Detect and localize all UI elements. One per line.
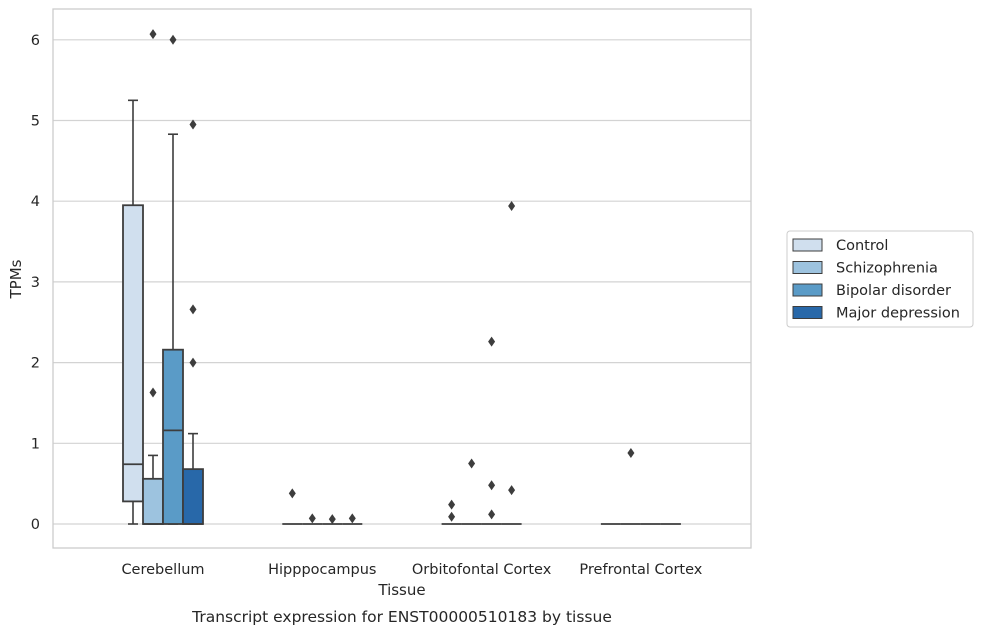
box-control [441, 499, 462, 525]
box-schizophrenia [142, 29, 164, 525]
chart-caption: Transcript expression for ENST0000051018… [191, 608, 612, 626]
box-major-depression [342, 513, 363, 525]
box-major-depression [182, 119, 204, 525]
outlier-point [448, 511, 456, 522]
legend-swatch [792, 261, 823, 274]
outlier-point [488, 480, 496, 491]
y-tick-labels: 0 1 2 3 4 5 6 [31, 33, 40, 533]
outlier-point [288, 488, 296, 499]
y-tick-label: 4 [31, 194, 40, 210]
outlier-point [488, 509, 496, 520]
x-tick-label: Hipppocampus [268, 562, 376, 578]
box-body [162, 348, 184, 525]
y-tick-label: 2 [31, 356, 40, 372]
boxes [122, 29, 681, 525]
outlier-point [189, 119, 197, 130]
x-tick-label: Orbitofontal Cortex [412, 562, 552, 578]
legend-label: Control [836, 238, 888, 254]
legend-label: Bipolar disorder [836, 283, 951, 299]
box-bipolar-disorder [162, 34, 184, 525]
plot-frame [52, 8, 752, 549]
outlier-point [189, 304, 197, 315]
outlier-point [348, 513, 356, 524]
outlier-point [448, 499, 456, 510]
outlier-point [308, 513, 316, 524]
outlier-point [468, 458, 476, 469]
box-major-depression [501, 201, 522, 525]
box-schizophrenia [620, 447, 641, 525]
legend-label: Major depression [836, 306, 960, 322]
legend-swatch [792, 283, 823, 297]
box-bipolar-disorder [481, 336, 502, 525]
legend-swatch [792, 238, 823, 252]
outlier-point [149, 387, 157, 398]
legend-frame [786, 230, 974, 328]
outlier-point [488, 336, 496, 347]
outlier-point [149, 29, 157, 40]
x-tick-label: Prefrontal Cortex [579, 562, 702, 578]
legend: Control Schizophrenia Bipolar disorder Majo… [786, 230, 974, 328]
outlier-point [508, 201, 516, 212]
y-tick-label: 6 [31, 33, 40, 49]
outlier-point [169, 34, 177, 45]
box-schizophrenia [461, 458, 482, 525]
outlier-point [328, 514, 336, 525]
legend-label: Schizophrenia [836, 261, 938, 277]
box-control [282, 488, 303, 525]
box-body [142, 477, 164, 525]
box-control [122, 99, 144, 525]
box-body [182, 468, 204, 525]
box-bipolar-disorder [322, 514, 343, 525]
box-body [122, 204, 144, 503]
x-axis-label: Tissue [377, 581, 425, 599]
y-tick-label: 1 [31, 436, 40, 452]
legend-swatch [792, 306, 823, 319]
outlier-point [189, 357, 197, 368]
grid [53, 39, 751, 525]
x-tick-label: Cerebellum [121, 562, 204, 578]
outlier-point [508, 485, 516, 496]
y-tick-label: 0 [31, 517, 40, 533]
y-tick-label: 3 [31, 275, 40, 291]
x-tick-labels: Cerebellum Hipppocampus Orbitofontal Corte… [121, 562, 702, 578]
outlier-point [627, 447, 635, 458]
y-axis-label: TPMs [7, 259, 25, 299]
box-schizophrenia [302, 513, 323, 525]
y-tick-label: 5 [31, 114, 40, 130]
